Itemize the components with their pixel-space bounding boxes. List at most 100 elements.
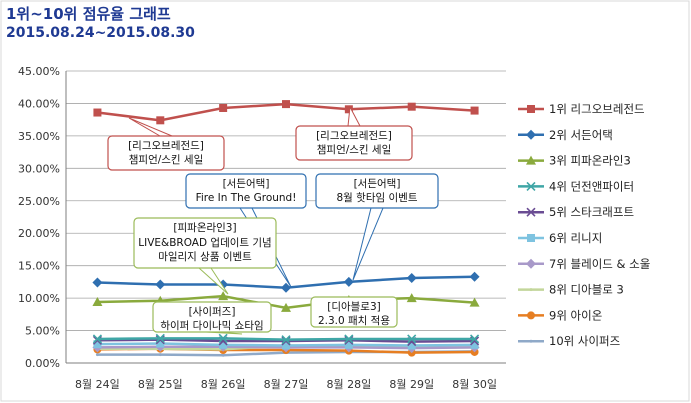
data-point xyxy=(92,297,103,307)
annotation-box xyxy=(107,135,225,171)
annotation-title: [서든어택] xyxy=(354,178,401,190)
data-point xyxy=(526,207,536,217)
annotation-text: 하이퍼 다이나믹 쇼타임 xyxy=(160,319,263,332)
title-block: 1위~10위 점유율 그래프 2015.08.24~2015.08.30 xyxy=(6,4,195,42)
annotation-text: 챔피언/스킨 세일 xyxy=(317,143,392,156)
annotation-text: LIVE&BROAD 업데이트 기념 xyxy=(138,236,271,249)
data-point xyxy=(344,335,354,345)
data-point xyxy=(219,103,228,112)
y-tick-label: 10.00% xyxy=(18,292,60,305)
annotation-box xyxy=(315,173,439,209)
data-point xyxy=(526,129,536,140)
x-tick-label: 8월 25일 xyxy=(138,377,183,391)
legend-label: 8위 디아블로 3 xyxy=(549,283,624,297)
annotation-pointer xyxy=(128,117,173,137)
data-point xyxy=(93,340,102,349)
legend-label: 6위 리니지 xyxy=(549,231,602,245)
data-point xyxy=(526,258,536,269)
legend-label: 7위 블레이드 & 소울 xyxy=(549,257,650,271)
series-group xyxy=(93,339,479,350)
data-point xyxy=(95,353,99,357)
x-tick-label: 8월 29일 xyxy=(389,377,434,391)
data-point xyxy=(281,282,291,293)
x-tick-label: 8월 30일 xyxy=(452,377,497,391)
data-point xyxy=(527,311,535,320)
data-point xyxy=(281,336,291,346)
data-point xyxy=(527,234,535,242)
data-point xyxy=(155,333,165,343)
data-point xyxy=(282,341,290,350)
annotation-pointer xyxy=(198,267,229,295)
annotation-callout: [디아블로3] 2.3.0 패치 적용 xyxy=(310,296,398,328)
data-point xyxy=(92,335,102,345)
data-point xyxy=(92,334,102,344)
data-point xyxy=(407,334,417,344)
data-point xyxy=(281,335,291,345)
data-point xyxy=(93,108,102,117)
data-point xyxy=(344,340,353,349)
legend-item: 4위 던전앤파이터 xyxy=(518,179,634,193)
series-group xyxy=(92,291,480,312)
data-point xyxy=(92,277,103,288)
annotation-callout: [서든어택]8월 핫타임 이벤트 xyxy=(315,173,439,281)
data-point xyxy=(406,272,417,283)
y-tick-label: 20.00% xyxy=(18,227,60,240)
chart-subtitle: 2015.08.24~2015.08.30 xyxy=(6,25,195,41)
data-point xyxy=(527,105,535,113)
data-point xyxy=(407,102,416,111)
data-point xyxy=(156,339,165,348)
legend-label: 9위 아이온 xyxy=(549,308,602,322)
annotation-box xyxy=(185,173,307,209)
annotation-box xyxy=(133,217,277,269)
data-point xyxy=(219,340,228,349)
data-point xyxy=(155,335,165,345)
legend-item: 1위 리그오브레전드 xyxy=(518,102,645,116)
legend-item: 8위 디아블로 3 xyxy=(518,283,624,297)
x-tick-label: 8월 28일 xyxy=(326,377,371,391)
annotation-callout: [리그오브레전드]챔피언/스킨 세일 xyxy=(107,117,225,171)
annotation-box xyxy=(310,296,398,328)
data-point xyxy=(282,100,290,109)
data-point xyxy=(218,291,229,301)
series-group xyxy=(93,100,479,125)
annotation-text: 2.3.0 패치 적용 xyxy=(318,315,390,327)
annotation-title: [리그오브레전드] xyxy=(316,130,392,142)
annotation-title: [리그오브레전드] xyxy=(128,140,204,152)
data-point xyxy=(469,271,480,282)
data-point xyxy=(218,333,228,343)
legend-item: 3위 피파온라인3 xyxy=(518,154,631,168)
annotation-text: 마일리지 상품 이벤트 xyxy=(158,250,252,263)
y-tick-label: 25.00% xyxy=(18,195,60,208)
y-tick-label: 45.00% xyxy=(18,65,60,78)
data-point xyxy=(469,297,480,307)
annotation-title: [디아블로3] xyxy=(327,301,381,313)
annotation-callout: [리그오브레전드]챔피언/스킨 세일 xyxy=(295,105,413,161)
data-point xyxy=(470,334,480,344)
x-tick-label: 8월 24일 xyxy=(75,377,120,391)
data-point xyxy=(344,334,354,344)
series-group xyxy=(92,333,480,345)
annotation-pointer xyxy=(347,105,361,127)
legend-label: 2위 서든어택 xyxy=(549,128,613,142)
annotation-text: 챔피언/스킨 세일 xyxy=(129,153,204,166)
legend-item: 10위 사이퍼즈 xyxy=(518,334,620,348)
annotation-pointer xyxy=(352,207,384,281)
data-point xyxy=(526,181,536,191)
annotation-callout: [사이퍼즈]하이퍼 다이나믹 쇼타임 xyxy=(152,301,272,335)
data-point xyxy=(407,341,416,350)
legend-label: 4위 던전앤파이터 xyxy=(549,179,634,193)
annotation-title: [사이퍼즈] xyxy=(189,306,236,318)
y-tick-label: 0.00% xyxy=(25,357,60,370)
data-point xyxy=(344,105,353,114)
y-tick-label: 40.00% xyxy=(18,97,60,110)
chart-title: 1위~10위 점유율 그래프 xyxy=(6,5,171,23)
legend-item: 6위 리니지 xyxy=(518,231,602,245)
data-point xyxy=(343,276,354,287)
data-point xyxy=(470,106,479,115)
legend-label: 10위 사이퍼즈 xyxy=(549,334,620,348)
legend-label: 3위 피파온라인3 xyxy=(549,154,631,168)
legend-label: 5위 스타크래프트 xyxy=(549,205,634,219)
